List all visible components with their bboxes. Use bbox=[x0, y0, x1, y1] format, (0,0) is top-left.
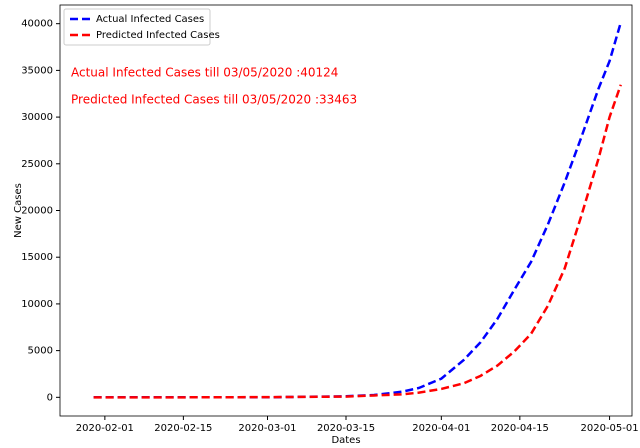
annotation: Predicted Infected Cases till 03/05/2020… bbox=[71, 93, 357, 107]
x-tick-label: 2020-04-15 bbox=[491, 423, 549, 434]
x-tick-label: 2020-03-15 bbox=[317, 423, 375, 434]
y-tick-label: 0 bbox=[47, 392, 53, 403]
y-tick-label: 25000 bbox=[21, 159, 53, 170]
y-axis-label: New Cases bbox=[13, 183, 24, 238]
x-tick-label: 2020-02-15 bbox=[154, 423, 212, 434]
y-tick-label: 15000 bbox=[21, 252, 53, 263]
y-tick-label: 10000 bbox=[21, 299, 53, 310]
y-tick-label: 35000 bbox=[21, 65, 53, 76]
legend-label: Predicted Infected Cases bbox=[96, 30, 220, 41]
x-axis-label: Dates bbox=[331, 435, 360, 446]
x-tick-label: 2020-05-01 bbox=[581, 423, 639, 434]
y-tick-label: 5000 bbox=[28, 346, 53, 357]
x-tick-label: 2020-03-01 bbox=[238, 423, 296, 434]
legend-label: Actual Infected Cases bbox=[96, 14, 204, 25]
data-line bbox=[93, 84, 622, 399]
y-tick-label: 30000 bbox=[21, 112, 53, 123]
y-tick-label: 20000 bbox=[21, 206, 53, 217]
y-tick-label: 40000 bbox=[21, 19, 53, 30]
annotation: Actual Infected Cases till 03/05/2020 :4… bbox=[71, 66, 338, 80]
legend-box bbox=[63, 8, 211, 46]
x-tick-label: 2020-02-01 bbox=[76, 423, 134, 434]
x-tick-label: 2020-04-01 bbox=[412, 423, 470, 434]
